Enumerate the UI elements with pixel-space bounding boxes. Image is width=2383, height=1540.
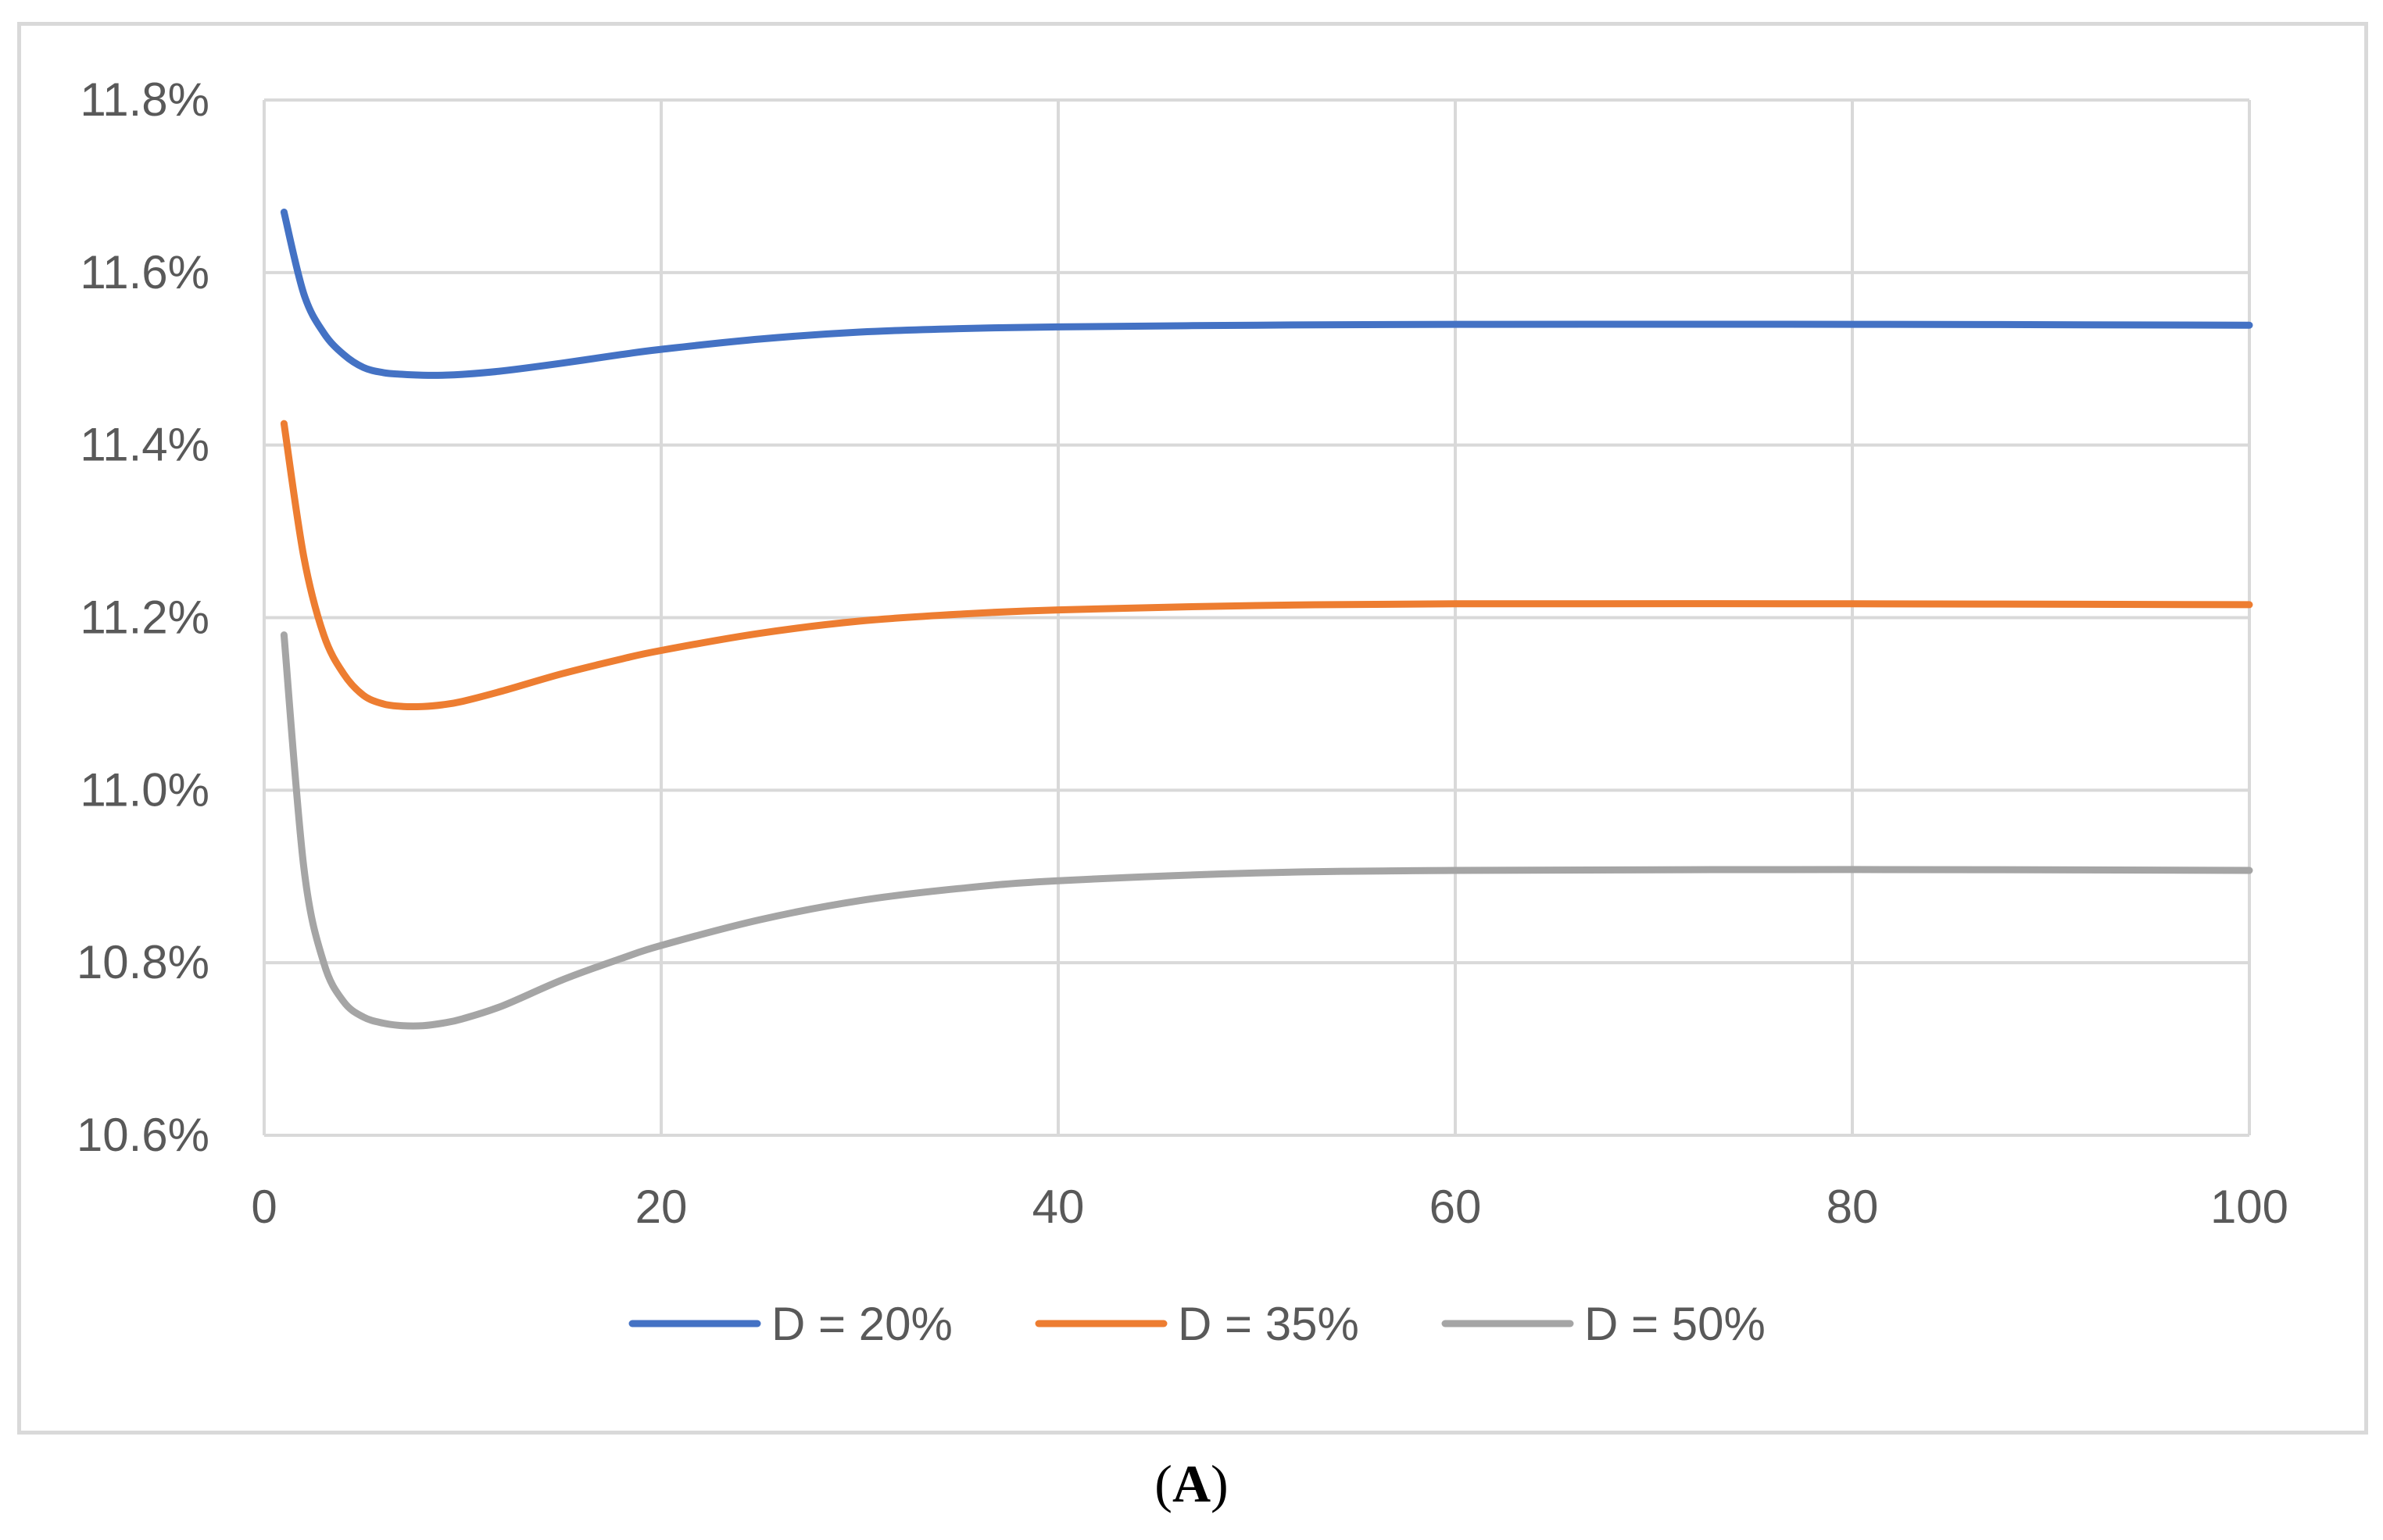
caption-close-paren: ) — [1211, 1454, 1229, 1513]
chart-frame: 10.6% 10.8% 11.0% 11.2% 11.4% 11.6% 11.8% 0 20 40… — [17, 22, 2368, 1435]
y-tick-label: 11.0% — [80, 763, 209, 816]
tick-labels: 10.6% 10.8% 11.0% 11.2% 11.4% 11.6% 11.8% 0 20 40… — [77, 73, 2288, 1233]
x-tick-label: 40 — [1032, 1181, 1085, 1233]
x-tick-label: 100 — [2210, 1181, 2288, 1233]
series-lines — [280, 209, 2253, 1030]
figure-caption: (A) — [0, 1453, 2383, 1515]
series-line-2 — [280, 420, 2253, 711]
x-tick-label: 20 — [635, 1181, 688, 1233]
legend-label-2: D = 35% — [1178, 1298, 1359, 1350]
y-tick-label: 11.8% — [80, 73, 209, 126]
x-tick-label: 60 — [1429, 1181, 1482, 1233]
caption-letter: A — [1172, 1454, 1211, 1513]
series-line-3 — [280, 631, 2253, 1030]
legend-label-3: D = 50% — [1584, 1298, 1766, 1350]
gridlines — [263, 98, 2251, 1137]
caption-open-paren: ( — [1154, 1454, 1172, 1513]
y-tick-label: 11.6% — [80, 246, 209, 298]
y-tick-label: 10.6% — [77, 1109, 209, 1161]
y-tick-label: 10.8% — [77, 936, 209, 988]
y-tick-label: 11.2% — [80, 591, 209, 644]
legend: D = 20% D = 35% D = 50% — [628, 1298, 1766, 1350]
y-tick-label: 11.4% — [80, 419, 209, 471]
x-tick-label: 0 — [251, 1181, 277, 1233]
legend-label-1: D = 20% — [771, 1298, 953, 1350]
series-line-1 — [280, 209, 2253, 379]
x-tick-label: 80 — [1827, 1181, 1879, 1233]
line-chart: 10.6% 10.8% 11.0% 11.2% 11.4% 11.6% 11.8% 0 20 40… — [77, 73, 2288, 1350]
